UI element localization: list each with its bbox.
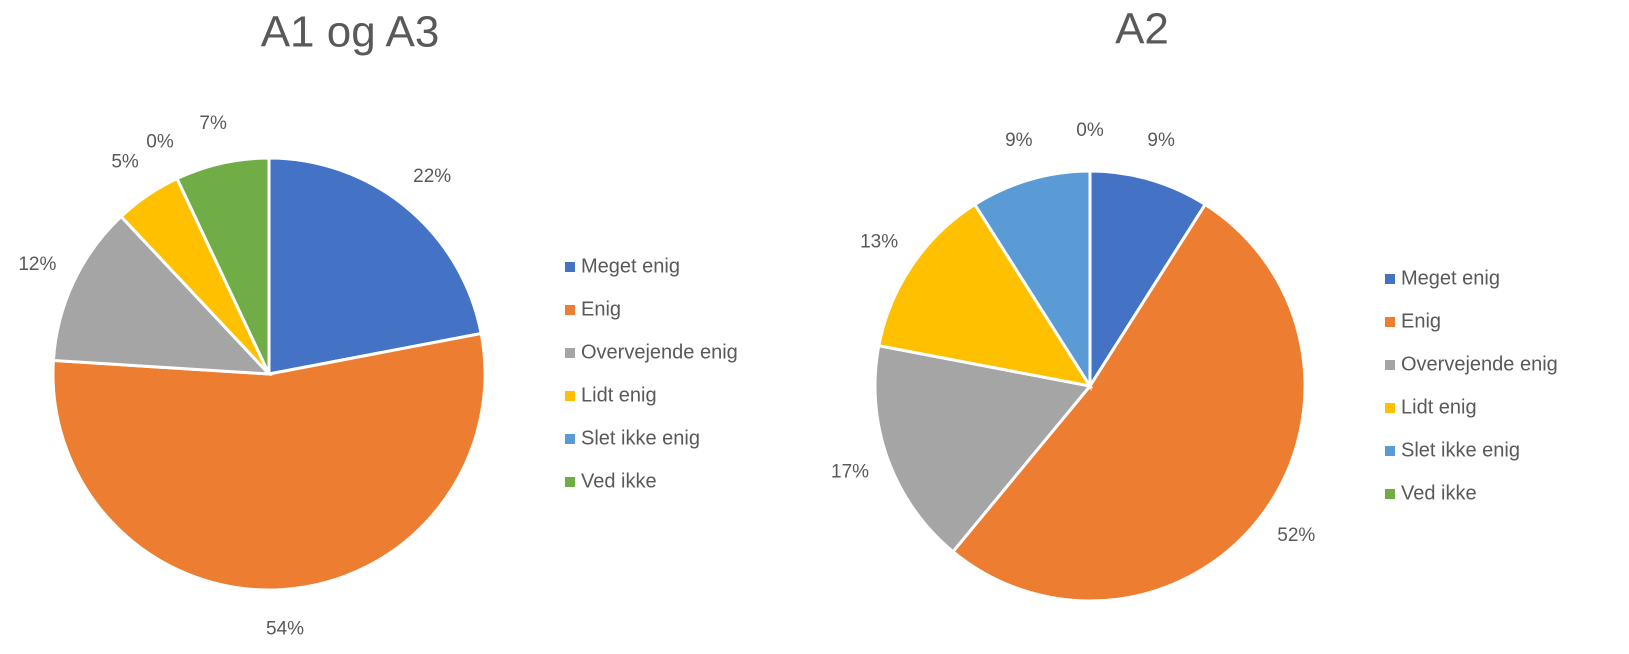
chart-title: A2 — [1115, 5, 1169, 54]
pie-slice — [873, 343, 1093, 554]
legend-label: Meget enig — [581, 255, 680, 277]
legend-label: Meget enig — [1401, 267, 1500, 289]
chart-title: A1 og A3 — [261, 8, 440, 57]
legend-swatch — [1385, 360, 1395, 370]
legend-swatch — [565, 391, 575, 401]
legend-label: Overvejende enig — [1401, 353, 1558, 375]
pie-slice — [950, 202, 1307, 603]
legend-swatch — [565, 305, 575, 315]
legend-swatch — [565, 434, 575, 444]
legend-swatch — [1385, 446, 1395, 456]
data-label: 5% — [111, 151, 139, 172]
legend-swatch — [565, 348, 575, 358]
data-label: 13% — [860, 232, 898, 253]
data-label: 9% — [1005, 130, 1033, 151]
legend-label: Overvejende enig — [581, 341, 738, 363]
pie-slice — [1088, 169, 1208, 392]
legend-label: Slet ikke enig — [581, 427, 700, 449]
data-label: 22% — [413, 166, 451, 187]
data-label: 9% — [1147, 130, 1175, 151]
pie-slice — [51, 214, 273, 376]
legend-label: Enig — [581, 298, 621, 320]
data-label: 52% — [1277, 525, 1315, 546]
data-label: 0% — [146, 131, 174, 152]
data-label: 17% — [831, 461, 869, 482]
pie-slice — [175, 156, 271, 375]
data-label: 12% — [18, 254, 56, 275]
legend-swatch — [565, 477, 575, 487]
legend-swatch — [1385, 317, 1395, 327]
data-label: 7% — [199, 113, 227, 134]
legend-label: Lidt enig — [581, 384, 657, 406]
pie-slice — [972, 169, 1092, 392]
data-label: 0% — [1076, 120, 1104, 141]
legend-label: Lidt enig — [1401, 396, 1477, 418]
legend-label: Slet ikke enig — [1401, 439, 1520, 461]
pie-slice — [51, 331, 487, 592]
legend-swatch — [565, 262, 575, 272]
legend-swatch — [1385, 489, 1395, 499]
data-label: 54% — [266, 619, 304, 640]
legend-label: Enig — [1401, 310, 1441, 332]
pie-slice — [267, 156, 483, 376]
pie-slice — [877, 202, 1094, 389]
legend-label: Ved ikke — [1401, 482, 1477, 504]
legend-swatch — [1385, 274, 1395, 284]
legend-label: Ved ikke — [581, 470, 657, 492]
legend-swatch — [1385, 403, 1395, 413]
